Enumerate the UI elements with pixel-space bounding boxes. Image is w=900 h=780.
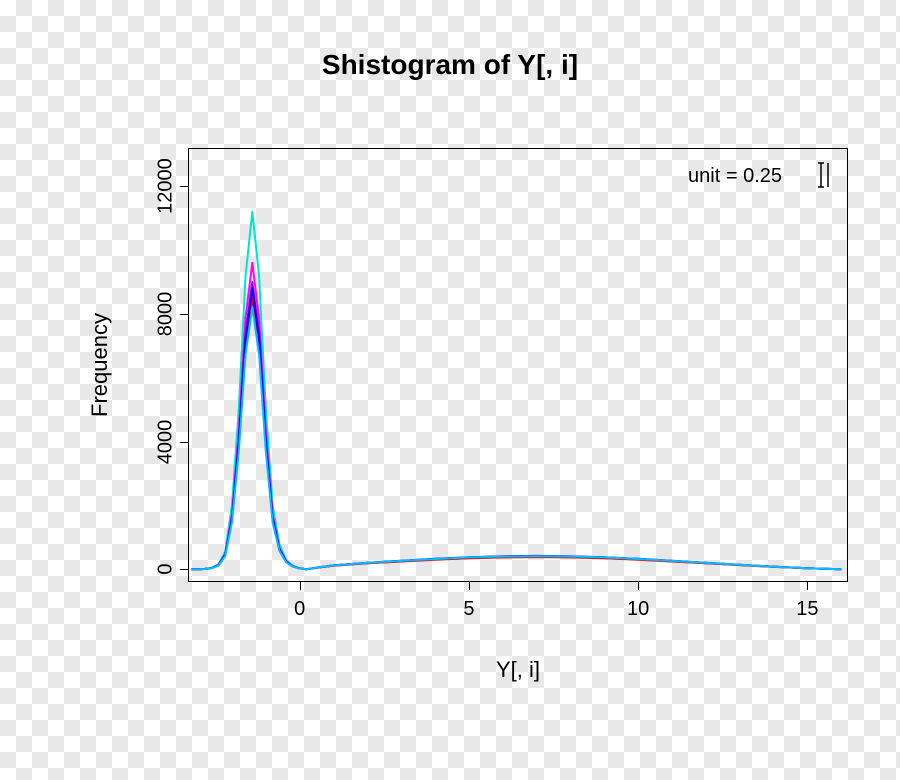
x-tick	[300, 582, 301, 590]
y-tick	[180, 442, 188, 443]
x-tick-label: 5	[439, 598, 499, 621]
x-tick-label: 15	[777, 598, 837, 621]
x-tick-label: 10	[608, 598, 668, 621]
series-line	[191, 282, 841, 569]
series-line	[191, 263, 841, 569]
series-line	[191, 288, 841, 569]
series-line	[191, 212, 841, 569]
x-tick	[638, 582, 639, 590]
y-tick	[180, 314, 188, 315]
y-tick-label: 8000	[155, 292, 178, 337]
x-tick	[807, 582, 808, 590]
series-line	[191, 298, 841, 569]
y-tick-label: 4000	[155, 419, 178, 464]
y-tick-label: 12000	[155, 158, 178, 214]
x-axis-label: Y[, i]	[188, 657, 848, 683]
y-axis-label: Frequency	[87, 313, 113, 417]
legend-mark-icon	[818, 161, 832, 189]
y-tick-label: 0	[155, 564, 178, 575]
legend-text: unit = 0.25	[688, 165, 782, 188]
x-tick	[469, 582, 470, 590]
y-tick	[180, 569, 188, 570]
y-tick	[180, 186, 188, 187]
canvas-root: Shistogram of Y[, i] 051015 040008000120…	[0, 0, 900, 780]
series-line	[191, 308, 841, 570]
x-tick-label: 0	[270, 598, 330, 621]
